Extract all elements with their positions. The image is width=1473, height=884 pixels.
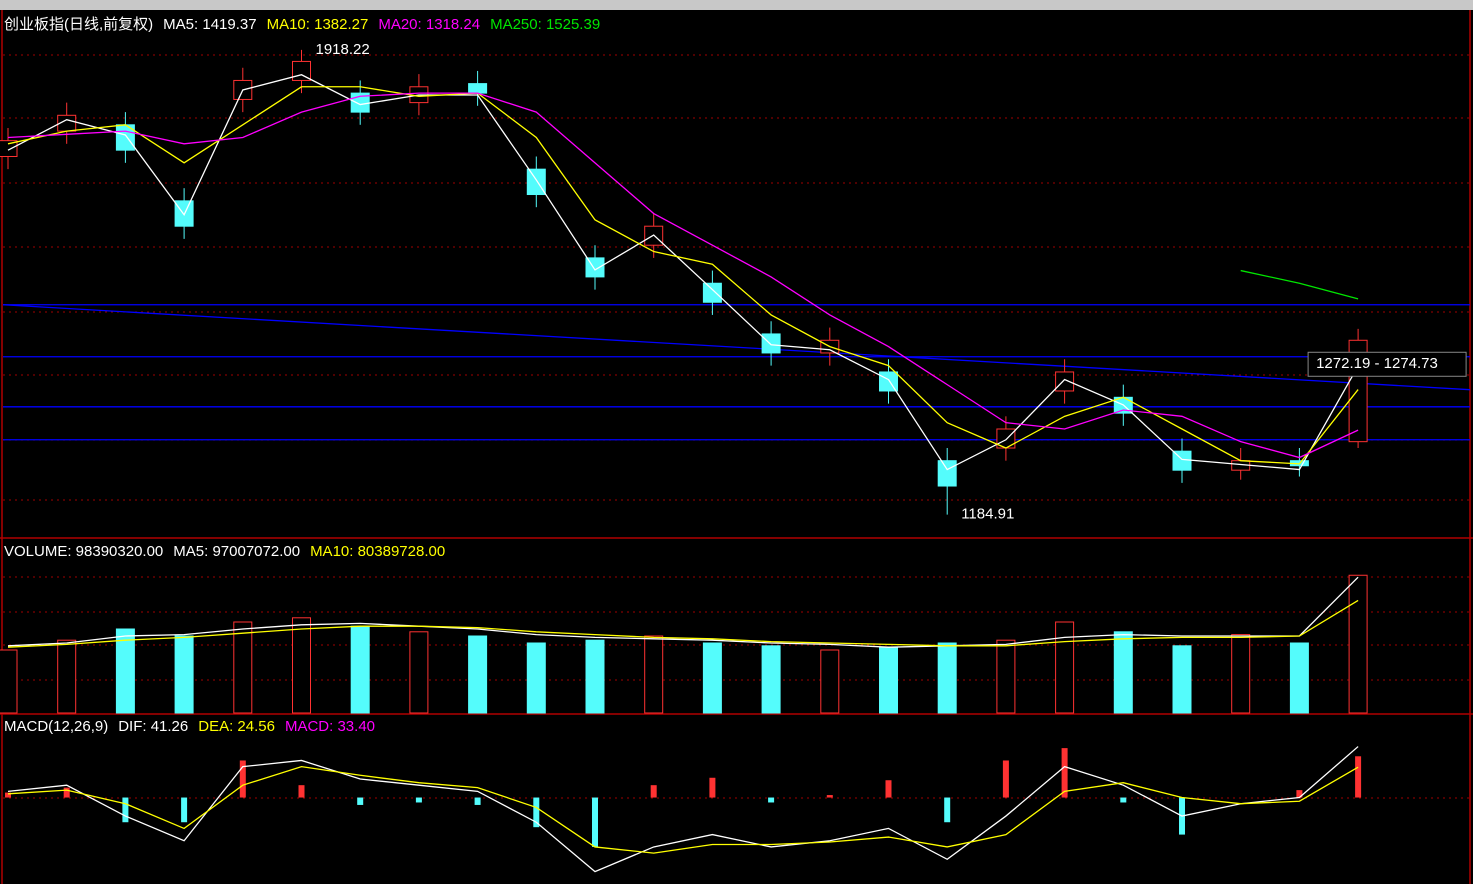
panel-header: VOLUME: 98390320.00 MA5: 97007072.00 MA10:… xyxy=(4,543,445,560)
macd-bar xyxy=(533,797,540,828)
macd-bar xyxy=(298,785,305,798)
volume-bar xyxy=(1113,631,1133,714)
candle-body xyxy=(702,282,722,303)
macd-bar xyxy=(1120,797,1127,803)
panel-header: MACD(12,26,9) DIF: 41.26 DEA: 24.56 MACD: 3… xyxy=(4,718,375,735)
legend-entry: MACD: 33.40 xyxy=(285,718,375,735)
volume-bar xyxy=(996,639,1016,714)
macd-bar xyxy=(357,797,364,805)
macd-bar xyxy=(63,787,70,798)
volume-bar xyxy=(937,642,957,714)
macd-bar xyxy=(650,785,657,798)
ma-line xyxy=(7,765,1359,854)
legend-entry: DEA: 24.56 xyxy=(198,718,275,735)
volume-bar xyxy=(1172,645,1192,714)
volume-bar xyxy=(526,642,546,714)
volume-bar xyxy=(468,635,488,714)
macd-bar xyxy=(474,797,481,805)
macd-bar xyxy=(944,797,951,823)
volume-bar xyxy=(115,628,135,714)
macd-bar xyxy=(415,797,422,803)
candle-body xyxy=(937,460,957,487)
candle-body xyxy=(468,83,488,94)
volume-bar xyxy=(702,642,722,714)
macd-bar xyxy=(1061,748,1068,798)
panel-title: MACD(12,26,9) xyxy=(4,718,108,735)
panel-title: VOLUME: 98390320.00 xyxy=(4,543,163,560)
annotation: 1272.19 - 1274.73 xyxy=(1316,355,1438,372)
candle-body xyxy=(526,168,546,196)
candle-body xyxy=(761,333,781,354)
marks: 1918.22 1184.91 1272.19 - 1274.73 xyxy=(0,41,1471,873)
ma-line xyxy=(7,746,1359,873)
volume-bar xyxy=(292,617,311,714)
ma-line xyxy=(7,599,1359,648)
ma-line xyxy=(7,86,1359,465)
macd-bar xyxy=(122,797,129,823)
legend-entry: MA5: 1419.37 xyxy=(163,16,256,33)
macd-bar xyxy=(826,795,833,798)
volume-bar xyxy=(57,639,77,714)
volume-bar xyxy=(1289,642,1309,714)
volume-bar xyxy=(820,649,840,714)
macd-bar xyxy=(5,792,11,798)
macd-bar xyxy=(1355,756,1362,798)
macd-bar xyxy=(1002,760,1009,798)
ma-line xyxy=(7,74,1359,471)
legend-entry: MA20: 1318.24 xyxy=(378,16,480,33)
volume-bar xyxy=(761,645,781,714)
legend-entry: MA10: 1382.27 xyxy=(267,16,369,33)
annotation: 1918.22 xyxy=(316,41,370,58)
trend-line xyxy=(2,304,1471,391)
macd-bar xyxy=(592,797,598,847)
legend-entry: MA10: 80389728.00 xyxy=(310,543,445,560)
macd-bar xyxy=(709,777,716,798)
volume-bar xyxy=(879,646,898,714)
volume-bar xyxy=(1055,621,1075,714)
tab-strip xyxy=(0,0,1473,10)
volume-bar xyxy=(585,639,605,714)
candle-body xyxy=(1055,371,1075,392)
volume-bar xyxy=(644,635,664,714)
ma-line xyxy=(7,92,1359,459)
ma-line xyxy=(7,576,1359,648)
volume-bar xyxy=(350,625,370,714)
volume-bar xyxy=(409,631,429,714)
volume-bar xyxy=(1231,634,1251,714)
legend-entry: MA250: 1525.39 xyxy=(490,16,600,33)
range-box xyxy=(1307,351,1467,377)
volume-bar xyxy=(1348,574,1368,714)
volume-bar xyxy=(0,649,18,714)
macd-bar xyxy=(239,760,246,798)
panel-title: 创业板指(日线,前复权) xyxy=(4,15,153,33)
legend-entry: MA5: 97007072.00 xyxy=(173,543,300,560)
panel-header: 创业板指(日线,前复权) MA5: 1419.37 MA10: 1382.27 MA2… xyxy=(4,15,600,33)
macd-bar xyxy=(885,780,892,798)
macd-bar xyxy=(1296,790,1303,798)
annotation: 1184.91 xyxy=(961,506,1014,523)
ma-line xyxy=(1240,269,1359,300)
candle-body xyxy=(0,140,18,157)
legend-entry: DIF: 41.26 xyxy=(118,718,188,735)
volume-bar xyxy=(174,635,194,714)
macd-bar xyxy=(768,797,775,803)
volume-bar xyxy=(233,621,253,714)
macd-bar xyxy=(181,797,188,823)
